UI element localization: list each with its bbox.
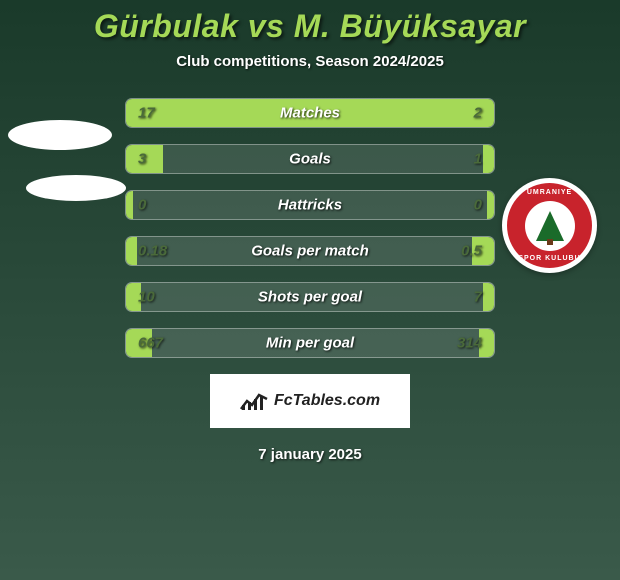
stat-label: Matches <box>280 105 340 122</box>
stat-label: Shots per goal <box>258 289 362 306</box>
stat-value-right: 1 <box>474 151 482 168</box>
club-badge: UMRANIYE SPOR KULUBU <box>502 178 597 273</box>
bar-fill-left <box>126 99 417 127</box>
bar-fill-left <box>126 191 133 219</box>
team-left-logo <box>8 110 108 195</box>
stat-value-right: 0.5 <box>461 243 482 260</box>
stat-row: Goals per match 0.18 0.5 <box>125 236 495 266</box>
stat-value-right: 314 <box>457 335 482 352</box>
subtitle: Club competitions, Season 2024/2025 <box>0 53 620 70</box>
stat-label: Goals <box>289 151 331 168</box>
bar-track: Shots per goal 10 7 <box>125 282 495 312</box>
bar-fill-right <box>417 99 494 127</box>
stat-bars: Matches 17 2 Goals 3 1 Hattricks 0 0 Goals per ma… <box>125 98 495 358</box>
stat-row: Goals 3 1 <box>125 144 495 174</box>
stat-label: Hattricks <box>278 197 342 214</box>
stat-value-left: 3 <box>138 151 146 168</box>
branding-banner: FcTables.com <box>210 374 410 428</box>
stat-row: Hattricks 0 0 <box>125 190 495 220</box>
bar-fill-right <box>483 283 494 311</box>
chart-icon <box>240 391 268 411</box>
team-right-logo: UMRANIYE SPOR KULUBU <box>502 178 602 263</box>
stat-value-right: 2 <box>474 105 482 122</box>
bar-fill-right <box>487 191 494 219</box>
bar-track: Matches 17 2 <box>125 98 495 128</box>
stat-row: Matches 17 2 <box>125 98 495 128</box>
stat-value-left: 0 <box>138 197 146 214</box>
bar-track: Goals 3 1 <box>125 144 495 174</box>
bar-track: Hattricks 0 0 <box>125 190 495 220</box>
comparison-infographic: Gürbulak vs M. Büyüksayar Club competiti… <box>0 0 620 463</box>
bar-track: Min per goal 667 314 <box>125 328 495 358</box>
stat-row: Shots per goal 10 7 <box>125 282 495 312</box>
bar-fill-right <box>483 145 494 173</box>
badge-text-bottom: SPOR KULUBU <box>518 255 580 262</box>
branding-text: FcTables.com <box>274 392 380 410</box>
stat-row: Min per goal 667 314 <box>125 328 495 358</box>
page-title: Gürbulak vs M. Büyüksayar <box>0 8 620 45</box>
stat-value-left: 10 <box>138 289 155 306</box>
stat-label: Goals per match <box>251 243 369 260</box>
ellipse-shape <box>26 175 126 201</box>
date-label: 7 january 2025 <box>0 446 620 463</box>
bar-fill-left <box>126 237 137 265</box>
stat-value-left: 667 <box>138 335 163 352</box>
ellipse-shape <box>8 120 112 150</box>
bar-track: Goals per match 0.18 0.5 <box>125 236 495 266</box>
stat-value-left: 0.18 <box>138 243 167 260</box>
tree-icon <box>536 211 564 241</box>
stat-value-right: 7 <box>474 289 482 306</box>
stat-label: Min per goal <box>266 335 354 352</box>
stat-value-left: 17 <box>138 105 155 122</box>
stat-value-right: 0 <box>474 197 482 214</box>
badge-text-top: UMRANIYE <box>527 189 572 196</box>
